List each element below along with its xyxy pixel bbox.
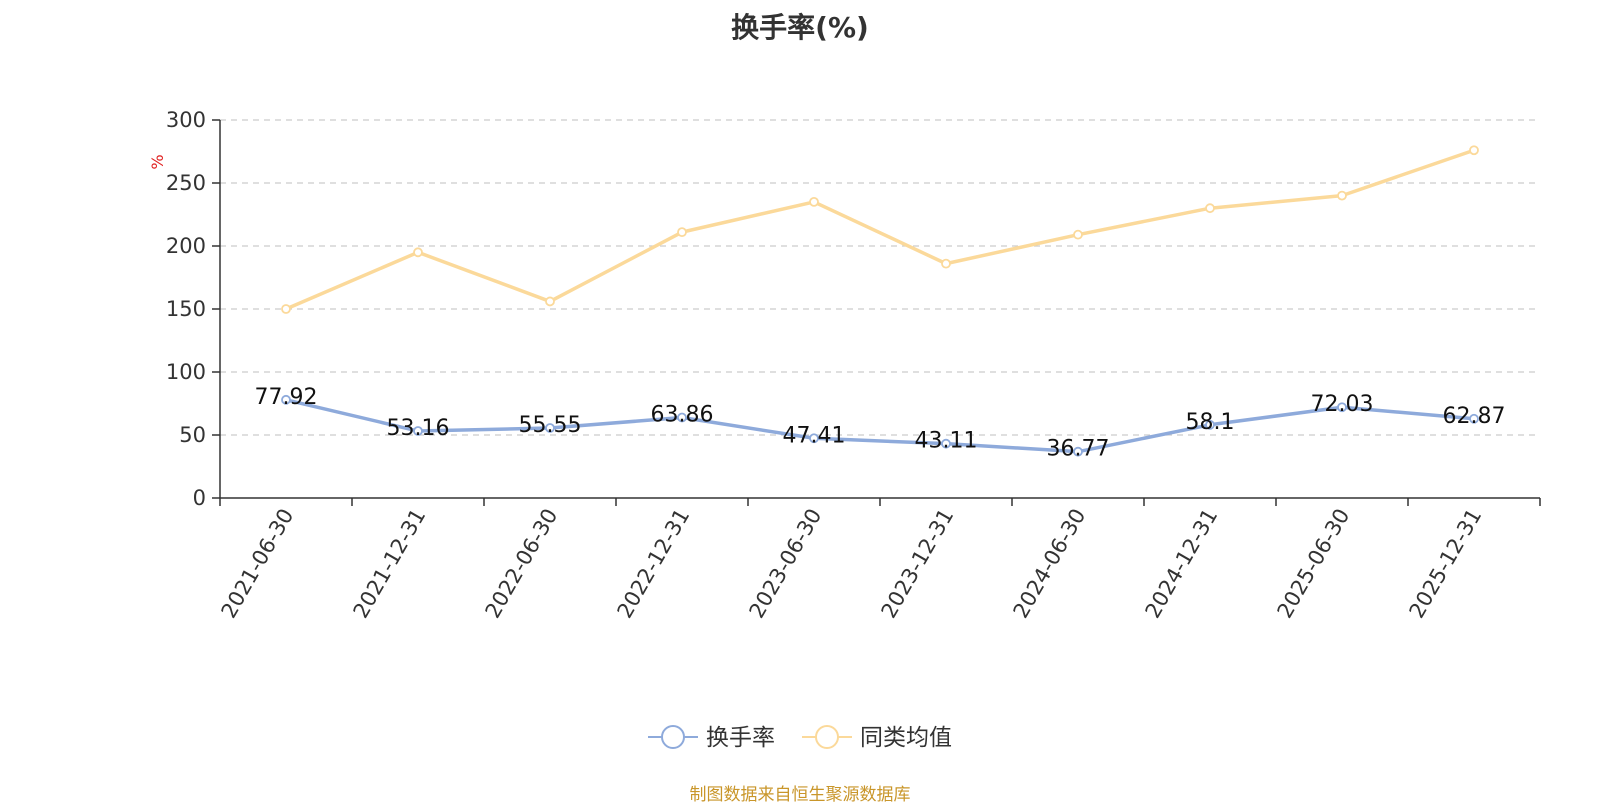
- x-tick-label: 2025-12-31: [1405, 505, 1487, 623]
- data-label: 47.41: [783, 423, 846, 448]
- data-label: 63.86: [651, 403, 714, 428]
- data-point: [1469, 413, 1479, 424]
- x-tick-label: 2021-06-30: [217, 505, 299, 623]
- series-line-peer-average: [285, 148, 1475, 311]
- data-point: [1205, 203, 1215, 214]
- data-point: [941, 438, 951, 449]
- x-tick-label: 2022-06-30: [481, 505, 563, 623]
- legend-marker: [661, 725, 685, 749]
- legend-label: 同类均值: [860, 725, 952, 751]
- data-point: [413, 426, 423, 436]
- data-point: [677, 412, 687, 423]
- data-label: 55.55: [519, 413, 582, 438]
- y-axis-unit: %: [148, 154, 167, 169]
- y-tick-label: 150: [166, 297, 206, 321]
- data-point: [677, 227, 687, 238]
- data-point: [545, 296, 555, 307]
- chart-title: 换手率(%): [731, 11, 869, 44]
- data-point: [1073, 446, 1083, 457]
- data-label: 58.1: [1186, 410, 1235, 435]
- data-point: [809, 196, 819, 207]
- y-tick-label: 0: [193, 486, 206, 510]
- data-label: 43.11: [915, 429, 978, 454]
- y-tick-label: 50: [179, 423, 206, 447]
- x-tick-label: 2024-12-31: [1141, 505, 1223, 623]
- x-tick-label: 2021-12-31: [349, 505, 431, 623]
- data-label: 72.03: [1311, 392, 1374, 417]
- data-point: [413, 247, 423, 258]
- y-tick-label: 200: [166, 234, 206, 258]
- y-tick-label: 100: [166, 360, 206, 384]
- data-label: 36.77: [1047, 437, 1110, 462]
- x-tick-label: 2023-12-31: [877, 505, 959, 623]
- data-point: [1469, 145, 1479, 156]
- y-tick-label: 250: [166, 171, 206, 195]
- data-point: [545, 423, 555, 433]
- series-line-turnover: [285, 398, 1475, 454]
- data-point: [1337, 190, 1347, 201]
- data-label: 53.16: [387, 416, 450, 441]
- data-point: [1073, 229, 1083, 240]
- x-tick-label: 2025-06-30: [1273, 505, 1355, 623]
- data-point: [281, 304, 291, 314]
- data-point: [809, 433, 819, 444]
- legend-label: 换手率: [706, 725, 775, 751]
- data-point: [1205, 419, 1215, 430]
- source-note: 制图数据来自恒生聚源数据库: [689, 785, 911, 805]
- data-point: [1337, 402, 1347, 413]
- x-tick-label: 2023-06-30: [745, 505, 827, 623]
- x-tick-label: 2024-06-30: [1009, 505, 1091, 623]
- data-label: 62.87: [1443, 404, 1506, 429]
- data-point: [281, 394, 291, 405]
- data-point: [941, 258, 951, 269]
- x-tick-label: 2022-12-31: [613, 505, 695, 623]
- legend-marker: [815, 725, 839, 749]
- data-label: 77.92: [255, 385, 318, 410]
- y-tick-label: 300: [166, 108, 206, 132]
